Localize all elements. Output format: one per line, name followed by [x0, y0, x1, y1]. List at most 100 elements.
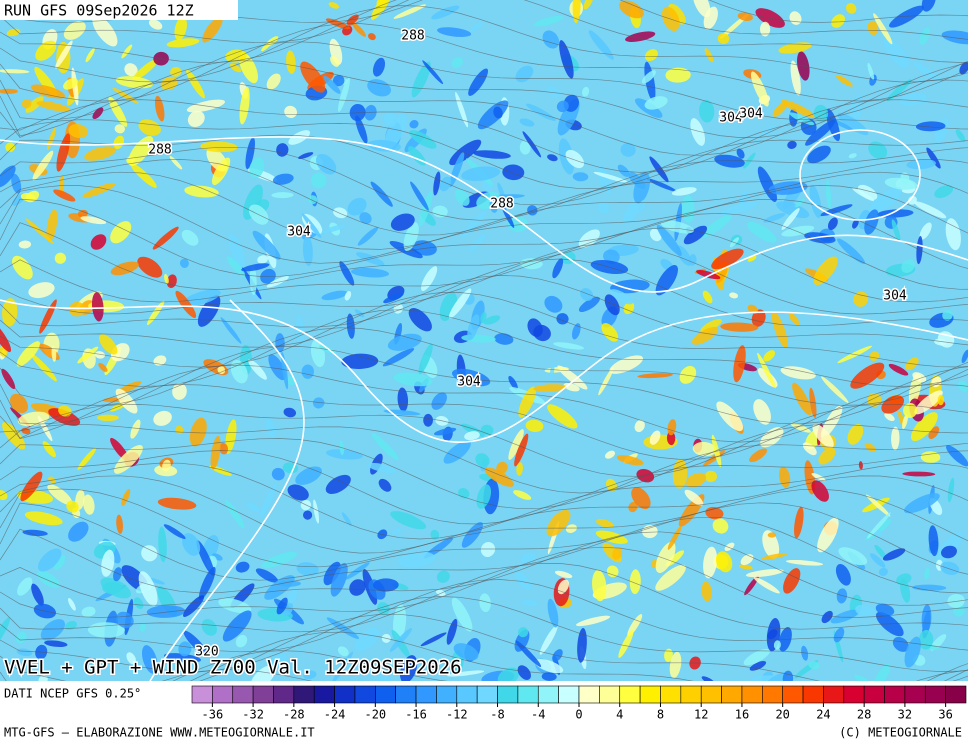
vvel-blob: [547, 154, 558, 162]
vvel-blob: [914, 390, 943, 415]
vvel-blob: [946, 445, 968, 467]
vvel-blob: [16, 648, 33, 657]
colorbar-swatch: [293, 685, 315, 704]
vvel-blob: [68, 123, 88, 139]
vvel-blob: [350, 267, 390, 278]
wind-streamline: [0, 79, 968, 156]
vvel-blob: [868, 186, 903, 214]
colorbar-swatch: [476, 685, 498, 704]
vvel-blob: [483, 315, 501, 325]
vvel-blob: [300, 61, 326, 93]
vvel-blob: [864, 442, 877, 453]
vvel-blob: [166, 274, 177, 289]
vvel-blob: [239, 52, 258, 84]
colorbar-swatch: [945, 685, 967, 704]
vvel-blob: [63, 21, 86, 40]
vvel-blob: [760, 427, 784, 448]
vvel-blob: [31, 583, 44, 606]
vvel-blob: [175, 290, 197, 318]
vvel-blob: [124, 63, 138, 77]
vvel-blob: [533, 15, 564, 27]
vvel-blob: [0, 322, 12, 353]
vvel-blob: [308, 195, 318, 205]
vvel-blob: [225, 49, 247, 63]
vvel-blob: [77, 346, 99, 364]
vvel-blob: [808, 661, 820, 670]
wind-streamline: [0, 243, 968, 315]
colorbar-tick-label: 32: [898, 708, 912, 722]
vvel-blob: [825, 179, 832, 210]
wind-streamline: [0, 516, 968, 594]
vvel-blob: [347, 197, 367, 216]
vvel-blob: [525, 419, 544, 432]
vvel-blob: [468, 233, 487, 253]
vvel-blob: [559, 40, 574, 79]
vvel-blob: [744, 575, 759, 596]
vvel-blob: [958, 380, 968, 392]
vvel-blob: [467, 314, 480, 341]
vvel-blob: [302, 235, 313, 267]
vvel-blob: [114, 124, 125, 134]
colorbar-tick-label: -24: [324, 708, 346, 722]
vvel-blob: [771, 311, 788, 349]
contour-label: 304: [883, 289, 907, 304]
vvel-blob: [133, 597, 144, 609]
vvel-blob: [955, 129, 966, 142]
vvel-blob: [235, 561, 250, 573]
wind-streamline: [0, 488, 968, 568]
colorbar-swatch: [823, 685, 845, 704]
colorbar-swatch: [436, 685, 458, 704]
vvel-blob: [46, 209, 58, 242]
contour-label: 304: [739, 107, 763, 122]
vvel-blob: [154, 95, 165, 122]
vvel-blob: [655, 265, 678, 296]
vvel-blob: [276, 597, 288, 615]
vvel-blob: [30, 353, 57, 382]
vvel-blob: [912, 61, 943, 85]
contour-label: 288: [401, 29, 424, 44]
vvel-blob: [81, 606, 96, 618]
vvel-blob: [443, 440, 471, 464]
vvel-blob: [656, 224, 682, 256]
vvel-blob: [437, 27, 472, 37]
vvel-blob: [321, 224, 346, 234]
vvel-blob: [902, 414, 908, 429]
vvel-blob: [44, 640, 68, 648]
vvel-blob: [480, 542, 496, 557]
colorbar-swatch: [456, 685, 478, 704]
vvel-blob: [855, 604, 876, 618]
vvel-blob: [724, 542, 735, 551]
vvel-blob: [266, 276, 289, 288]
vvel-blob: [914, 201, 947, 219]
vvel-blob: [619, 0, 644, 19]
wind-streamline: [0, 631, 968, 681]
vvel-blob: [330, 55, 340, 67]
vvel-blob: [637, 373, 673, 379]
colorbar-swatch: [619, 685, 641, 704]
vvel-blob: [886, 79, 912, 102]
vvel-blob: [115, 388, 138, 414]
vvel-blob: [63, 78, 78, 90]
vvel-blob: [696, 270, 721, 280]
vvel-blob: [141, 645, 158, 674]
colorbar-swatch: [680, 685, 702, 704]
vvel-blob: [69, 301, 85, 317]
vvel-blob: [68, 521, 89, 542]
vvel-blob: [945, 218, 961, 251]
vvel-blob: [850, 362, 885, 389]
vvel-blob: [476, 484, 492, 509]
vvel-blob: [163, 653, 202, 663]
wind-streamline: [0, 502, 968, 581]
vvel-blob: [377, 674, 392, 681]
vvel-blob: [2, 298, 18, 327]
vvel-blob: [147, 577, 165, 585]
wind-streamline: [0, 613, 968, 681]
vvel-blob: [519, 140, 531, 155]
footer-right: (C) METEOGIORNALE: [839, 726, 962, 740]
vvel-blob: [0, 616, 11, 649]
vvel-blob: [370, 181, 393, 207]
vvel-blob: [139, 623, 147, 632]
wind-streamline: [0, 384, 968, 460]
vvel-blob: [403, 222, 419, 252]
vvel-blob: [367, 79, 391, 97]
